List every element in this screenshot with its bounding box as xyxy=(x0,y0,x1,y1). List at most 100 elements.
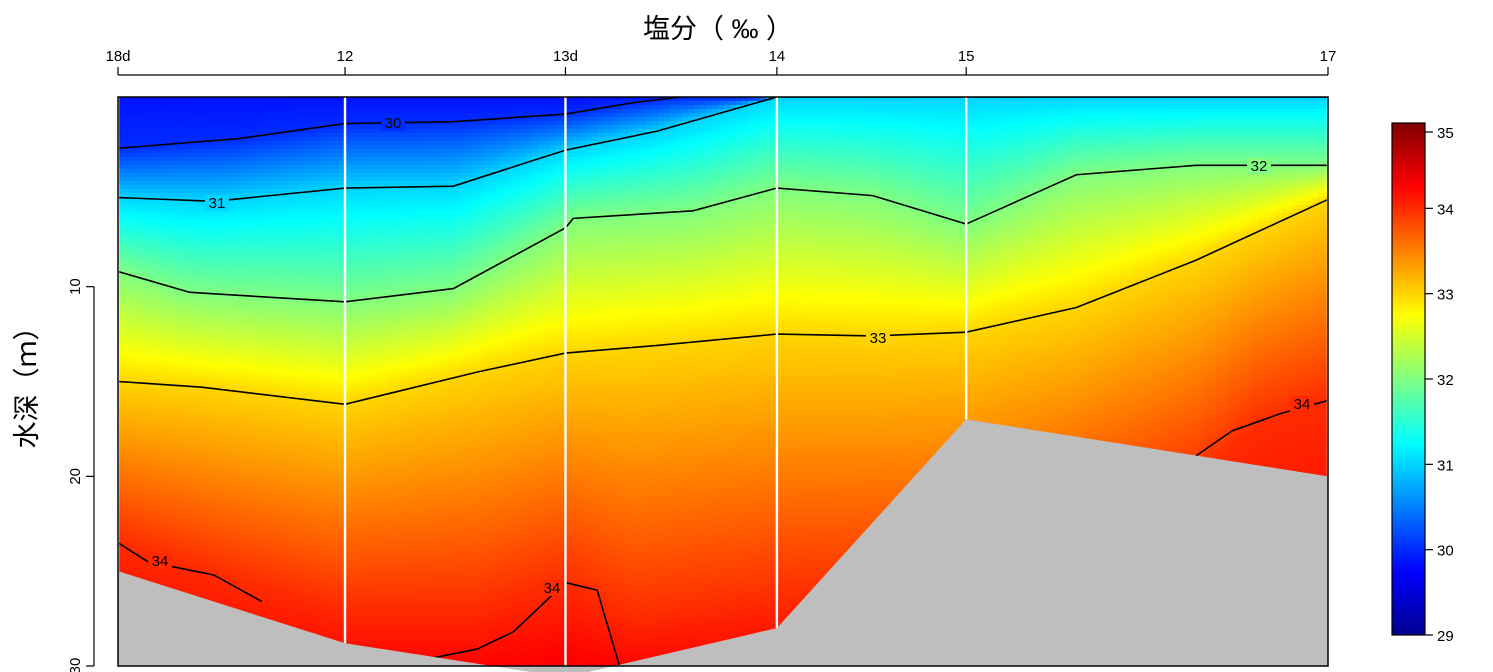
field-cell xyxy=(286,173,293,178)
field-cell xyxy=(232,541,239,546)
field-cell xyxy=(190,369,197,374)
field-cell xyxy=(256,425,263,430)
field-cell xyxy=(238,409,245,414)
field-cell xyxy=(178,125,185,130)
field-cell xyxy=(184,265,191,270)
field-cell xyxy=(238,489,245,494)
field-cell xyxy=(160,257,167,262)
field-cell xyxy=(142,261,149,266)
field-cell xyxy=(130,373,137,378)
field-cell xyxy=(208,545,215,550)
field-cell xyxy=(148,437,155,442)
field-cell xyxy=(268,341,275,346)
field-cell xyxy=(232,129,239,134)
field-cell xyxy=(316,285,323,290)
field-cell xyxy=(226,301,233,306)
field-cell xyxy=(178,305,185,310)
field-cell xyxy=(322,453,329,458)
field-cell xyxy=(316,117,323,122)
field-cell xyxy=(280,277,287,282)
field-cell xyxy=(208,505,215,510)
field-cell xyxy=(160,149,167,154)
field-cell xyxy=(190,209,197,214)
field-cell xyxy=(214,565,221,570)
field-cell xyxy=(262,505,269,510)
field-cell xyxy=(316,545,323,550)
field-cell xyxy=(226,265,233,270)
field-cell xyxy=(238,517,245,522)
field-cell xyxy=(262,269,269,274)
field-cell xyxy=(178,233,185,238)
field-cell xyxy=(322,325,329,330)
field-cell xyxy=(184,373,191,378)
field-cell xyxy=(142,105,149,110)
field-cell xyxy=(292,257,299,262)
field-cell xyxy=(226,569,233,574)
field-cell xyxy=(154,505,161,510)
field-cell xyxy=(190,461,197,466)
field-cell xyxy=(298,217,305,222)
field-cell xyxy=(310,457,317,462)
field-cell xyxy=(124,253,131,258)
field-cell xyxy=(256,593,263,598)
field-cell xyxy=(286,177,293,182)
field-cell xyxy=(220,225,227,230)
field-cell xyxy=(178,181,185,186)
field-cell xyxy=(226,561,233,566)
field-cell xyxy=(322,385,329,390)
field-cell xyxy=(154,453,161,458)
field-cell xyxy=(196,533,203,538)
field-cell xyxy=(220,229,227,234)
field-cell xyxy=(160,433,167,438)
field-cell xyxy=(196,185,203,190)
field-cell xyxy=(178,313,185,318)
field-cell xyxy=(196,221,203,226)
field-cell xyxy=(286,353,293,358)
field-cell xyxy=(226,533,233,538)
field-cell xyxy=(184,573,191,578)
field-cell xyxy=(232,589,239,594)
field-cell xyxy=(268,457,275,462)
field-cell xyxy=(136,517,143,522)
field-cell xyxy=(238,149,245,154)
field-cell xyxy=(202,521,209,526)
field-cell xyxy=(304,433,311,438)
field-cell xyxy=(244,213,251,218)
field-cell xyxy=(292,181,299,186)
field-cell xyxy=(172,333,179,338)
field-cell xyxy=(130,133,137,138)
field-cell xyxy=(124,561,131,566)
field-cell xyxy=(190,325,197,330)
field-cell xyxy=(136,457,143,462)
field-cell xyxy=(160,337,167,342)
field-cell xyxy=(172,109,179,114)
field-cell xyxy=(232,181,239,186)
field-cell xyxy=(316,165,323,170)
field-cell xyxy=(262,153,269,158)
field-cell xyxy=(142,469,149,474)
field-cell xyxy=(316,609,323,614)
field-cell xyxy=(130,493,137,498)
field-cell xyxy=(124,305,131,310)
field-cell xyxy=(322,565,329,570)
field-cell xyxy=(280,505,287,510)
field-cell xyxy=(250,353,257,358)
field-cell xyxy=(142,449,149,454)
field-cell xyxy=(172,269,179,274)
field-cell xyxy=(280,457,287,462)
field-cell xyxy=(238,305,245,310)
field-cell xyxy=(244,509,251,514)
field-cell xyxy=(214,157,221,162)
field-cell xyxy=(124,177,131,182)
field-cell xyxy=(226,261,233,266)
field-cell xyxy=(208,361,215,366)
field-cell xyxy=(244,553,251,558)
field-cell xyxy=(310,281,317,286)
field-cell xyxy=(208,285,215,290)
field-cell xyxy=(196,465,203,470)
field-cell xyxy=(202,357,209,362)
field-cell xyxy=(226,481,233,486)
field-cell xyxy=(298,277,305,282)
field-cell xyxy=(292,213,299,218)
field-cell xyxy=(172,413,179,418)
